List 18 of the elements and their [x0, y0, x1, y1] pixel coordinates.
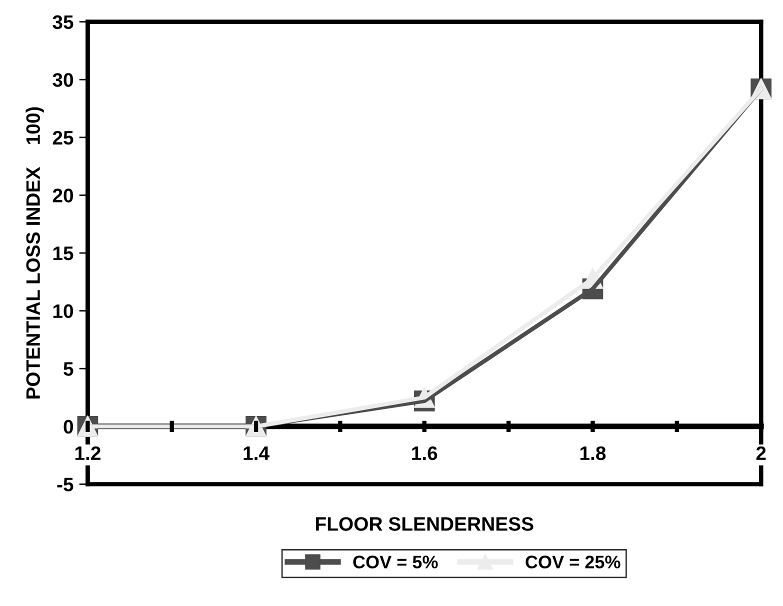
y-tick-label: -5 [57, 478, 74, 492]
x-tick-label: 1.4 [244, 446, 270, 460]
x-tick-label: 2 [756, 446, 766, 460]
legend-label: COV = 25% [526, 556, 620, 568]
y-tick-label: 0 [64, 420, 74, 434]
y-tick-label: 5 [64, 362, 74, 376]
legend-label: COV = 5% [353, 556, 438, 568]
x-axis-title: FLOOR SLENDERNESS [316, 517, 534, 531]
x-tick-label: 1.6 [412, 446, 438, 460]
x-tick-label: 1.8 [580, 446, 606, 460]
y-axis-title: POTENTIAL LOSS INDEX 100) [26, 107, 44, 398]
y-tick-label: 25 [52, 130, 74, 145]
y-tick-label: 10 [53, 304, 74, 318]
y-tick-label: 30 [52, 73, 74, 87]
y-tick-label: 15 [53, 246, 74, 260]
y-tick-label: 35 [52, 15, 74, 30]
y-tick-label: 20 [52, 188, 74, 202]
x-tick-label: 1.2 [75, 446, 100, 460]
